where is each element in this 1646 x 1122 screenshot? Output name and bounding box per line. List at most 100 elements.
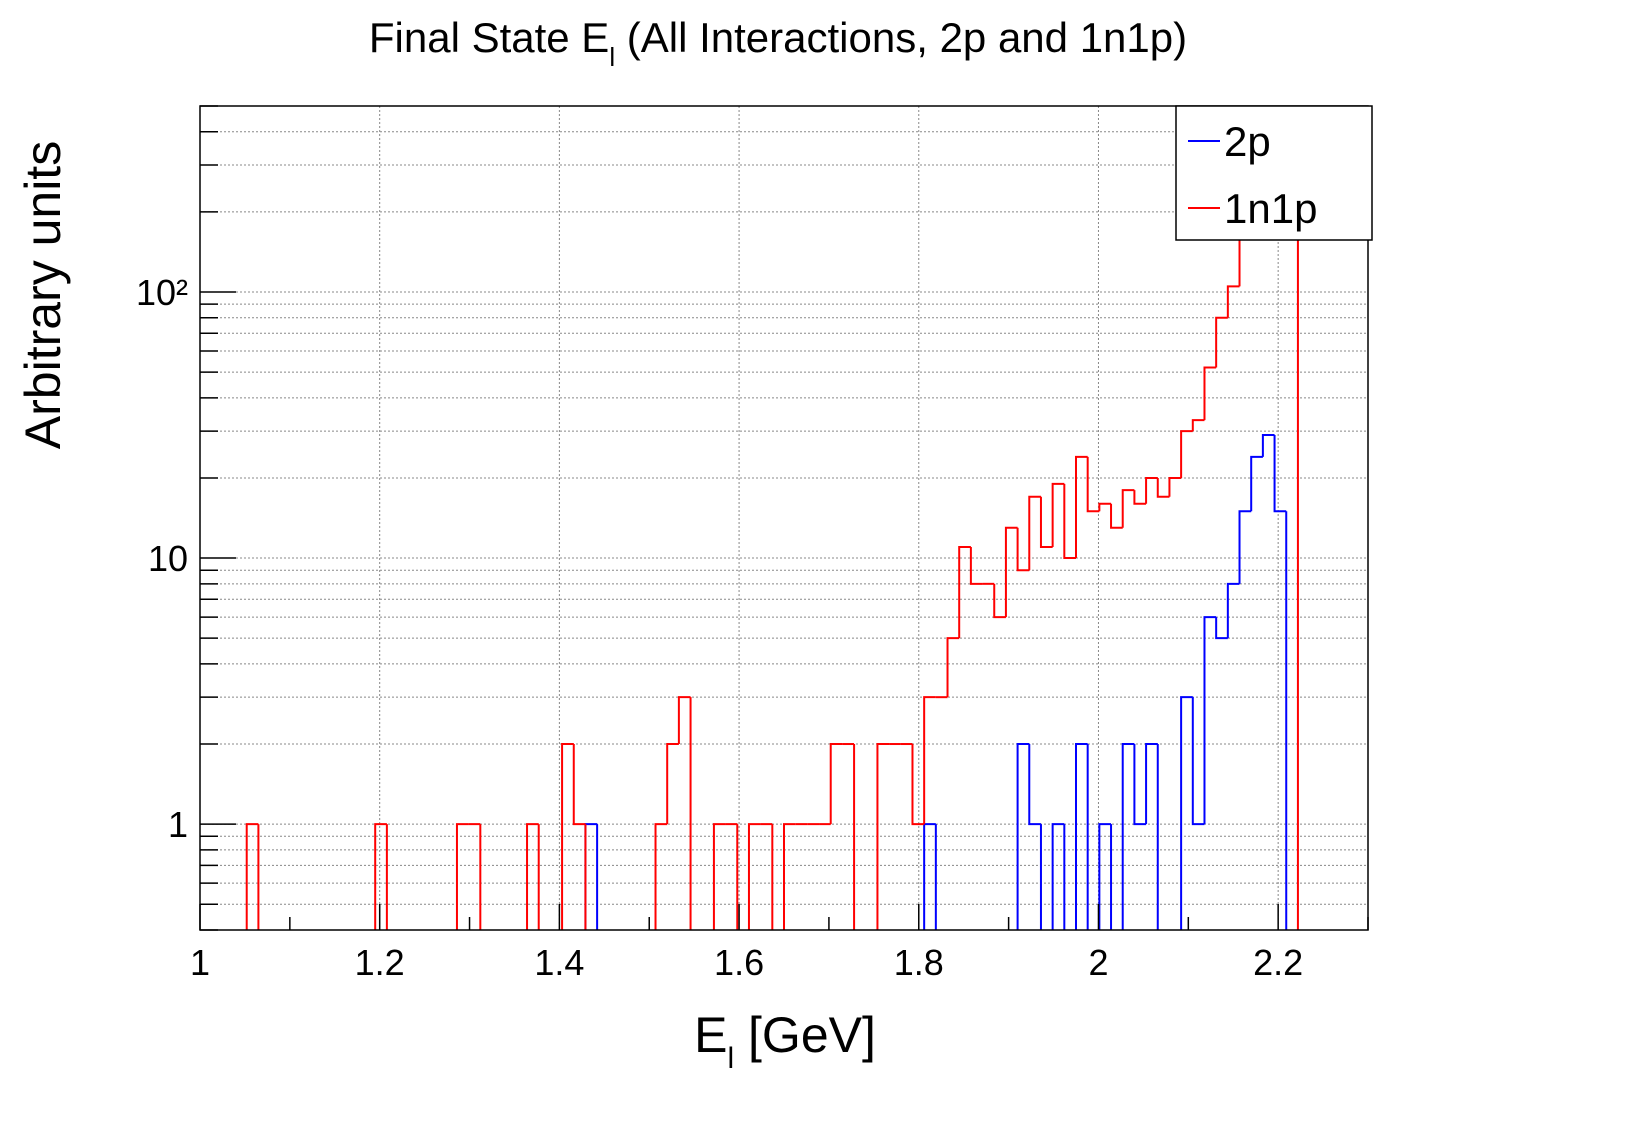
y-tick-label: 1 bbox=[168, 804, 188, 845]
histogram-bin bbox=[1180, 696, 1193, 930]
histogram-bin bbox=[993, 583, 1006, 619]
histogram-bin bbox=[537, 824, 540, 930]
histogram-bin bbox=[958, 546, 971, 639]
histogram-bin bbox=[1051, 482, 1065, 548]
histograms bbox=[245, 106, 1299, 930]
histogram-bin bbox=[853, 744, 856, 930]
histogram-bin bbox=[712, 823, 726, 930]
x-tick-label: 1.8 bbox=[894, 942, 944, 983]
histogram-bin bbox=[1028, 744, 1041, 826]
y-tick-label: 10 bbox=[148, 538, 188, 579]
histogram-bin bbox=[1121, 743, 1135, 930]
y-tick-label: 10² bbox=[136, 272, 188, 313]
histogram-bin bbox=[1226, 582, 1240, 639]
histogram-bin bbox=[1296, 106, 1299, 930]
histogram-bin bbox=[1098, 502, 1112, 512]
histogram-bin bbox=[1285, 511, 1288, 930]
histogram-bin bbox=[654, 823, 668, 930]
histogram-bin bbox=[1028, 495, 1041, 571]
histogram-bin bbox=[1086, 744, 1089, 930]
histogram-bin bbox=[455, 823, 469, 930]
histogram-bin bbox=[771, 824, 774, 930]
histogram-bin bbox=[561, 743, 574, 930]
x-tick-label: 1.2 bbox=[355, 942, 405, 983]
histogram-bin bbox=[969, 547, 983, 585]
histogram-bin bbox=[1039, 496, 1053, 549]
axes: 1 1.2 1.4 1.6 1.8 2 2.2 1 10 10² bbox=[136, 105, 1369, 983]
histogram-bin bbox=[1110, 503, 1123, 529]
histogram-bin bbox=[596, 824, 599, 930]
title-rest: (All Interactions, 2p and 1n1p) bbox=[615, 14, 1187, 61]
histogram-bin bbox=[1004, 526, 1018, 618]
histogram-bin bbox=[245, 823, 259, 930]
histogram-bin bbox=[783, 823, 796, 930]
histogram-bin bbox=[1145, 476, 1158, 504]
histogram-bin bbox=[1156, 477, 1170, 498]
histogram-bin bbox=[1156, 744, 1159, 930]
histogram-bin bbox=[1133, 744, 1147, 826]
histogram-bin bbox=[1215, 617, 1228, 640]
histogram-bin bbox=[1075, 743, 1088, 930]
histogram-bin bbox=[1180, 430, 1193, 478]
x-tick-label: 1 bbox=[190, 942, 210, 983]
histogram-bin bbox=[572, 744, 586, 826]
histogram-bin bbox=[1215, 316, 1228, 368]
histogram-bin bbox=[747, 823, 761, 930]
histogram-bin bbox=[934, 824, 937, 930]
x-tick-label: 1.6 bbox=[714, 942, 764, 983]
histogram-bin bbox=[689, 697, 692, 930]
title-text: Final State E bbox=[369, 14, 609, 61]
histogram-bin bbox=[1203, 616, 1217, 825]
histogram-bin bbox=[526, 823, 539, 930]
histogram-bin bbox=[1133, 490, 1147, 505]
xlabel-rest: [GeV] bbox=[734, 1007, 876, 1063]
chart-title: Final State El (All Interactions, 2p and… bbox=[369, 14, 1187, 72]
histogram-bin bbox=[1250, 455, 1263, 512]
histogram-bin bbox=[1273, 435, 1287, 513]
histogram-bin bbox=[1203, 366, 1217, 421]
histogram-bin bbox=[385, 824, 388, 930]
histogram-bin bbox=[479, 824, 482, 930]
histogram-bin bbox=[1098, 823, 1112, 930]
y-axis-title: Arbitrary units bbox=[15, 141, 71, 449]
histogram-bin bbox=[1121, 489, 1135, 528]
histogram-bin bbox=[1075, 455, 1088, 559]
legend-box bbox=[1175, 105, 1373, 241]
histogram-bin bbox=[584, 824, 587, 930]
histogram-bin bbox=[257, 824, 260, 930]
histogram-bin bbox=[923, 696, 936, 825]
histogram-bin bbox=[666, 743, 679, 825]
plot-frame bbox=[199, 105, 1369, 931]
histogram-bin bbox=[1051, 823, 1065, 930]
histogram-bin bbox=[911, 744, 925, 826]
legend: 2p 1n1p bbox=[1175, 105, 1373, 241]
x-tick-label: 2.2 bbox=[1253, 942, 1303, 983]
x-tick-label: 1.4 bbox=[534, 942, 584, 983]
histogram-bin bbox=[1191, 419, 1205, 432]
histogram-bin bbox=[1110, 824, 1113, 930]
histogram-bin bbox=[1145, 743, 1158, 825]
histogram-bin bbox=[946, 637, 960, 698]
histogram-bin bbox=[1016, 743, 1030, 930]
histogram-bin bbox=[1086, 456, 1100, 513]
title-sub: l bbox=[609, 42, 615, 72]
xlabel-sub: l bbox=[727, 1042, 734, 1075]
histogram-bin bbox=[1168, 476, 1182, 497]
histogram-bin bbox=[1226, 285, 1240, 318]
histogram-bin bbox=[736, 824, 739, 930]
histogram-bin bbox=[374, 823, 387, 930]
histogram-bin bbox=[1261, 434, 1275, 457]
histogram-bin bbox=[1063, 824, 1066, 930]
legend-label: 1n1p bbox=[1224, 185, 1317, 232]
histogram-bin bbox=[1238, 510, 1252, 584]
histogram-bin bbox=[1191, 697, 1205, 826]
histogram-bin bbox=[677, 696, 691, 745]
legend-label: 2p bbox=[1224, 118, 1271, 165]
x-tick-label: 2 bbox=[1088, 942, 1108, 983]
histogram-bin bbox=[829, 743, 843, 825]
xlabel-text: E bbox=[694, 1007, 727, 1063]
x-axis-title: El [GeV] bbox=[694, 1007, 876, 1075]
